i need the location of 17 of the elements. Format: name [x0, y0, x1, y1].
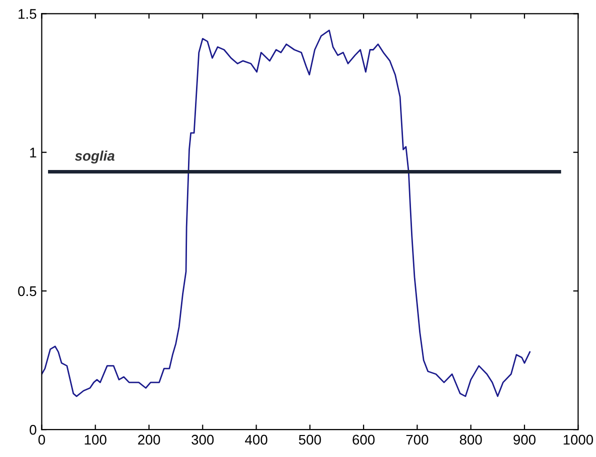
y-tick-label: 1 [30, 148, 36, 158]
x-tick-label: 300 [192, 434, 214, 445]
y-tick-label: 0 [30, 424, 36, 435]
line-series [42, 30, 531, 398]
y-tick-label: 0.5 [18, 286, 36, 296]
x-tick-label: 600 [352, 434, 375, 445]
series-label: soglia [74, 150, 114, 164]
x-tick-label: 200 [138, 434, 160, 445]
x-tick-label: 700 [406, 434, 428, 445]
x-tick-label: 400 [245, 434, 268, 445]
x-tick-label: 500 [298, 434, 321, 445]
x-tick-label: 800 [460, 434, 482, 445]
x-tick-label: 1000 [564, 434, 594, 445]
x-tick-label: 0 [38, 434, 46, 445]
x-tick-label: 100 [84, 434, 106, 445]
x-tick-label: 900 [514, 434, 536, 445]
y-tick-label: 1.5 [18, 9, 36, 19]
